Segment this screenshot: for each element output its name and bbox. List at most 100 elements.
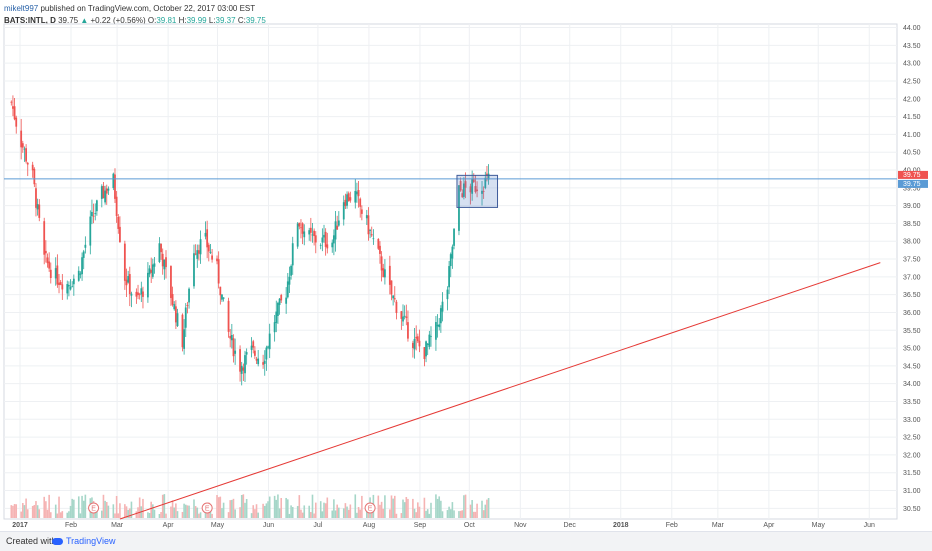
volume-bar: [242, 494, 245, 518]
candle-body: [415, 336, 418, 339]
volume-bar: [298, 495, 301, 518]
volume-bar: [278, 508, 281, 518]
candle-body: [193, 253, 195, 287]
volume-bar: [35, 501, 37, 518]
candle-body: [198, 250, 200, 254]
volume-bar: [20, 511, 22, 518]
y-tick-label: 43.50: [903, 43, 921, 50]
x-tick-label: 2018: [613, 522, 629, 529]
candle-body: [250, 345, 253, 350]
x-tick-label: 2017: [12, 522, 28, 529]
y-tick-label: 33.50: [903, 399, 921, 406]
candle-body: [255, 358, 258, 361]
last-price-tag: [898, 170, 928, 179]
candle-body: [308, 230, 311, 235]
volume-bar: [148, 512, 151, 518]
candle-body: [484, 177, 487, 188]
price-axis[interactable]: 44.00 43.50 43.00 42.50 42.00 41.50 41.00 40.50…: [898, 25, 928, 513]
volume-bar: [128, 508, 131, 518]
candlestick-series: [10, 95, 490, 386]
y-tick-label: 39.50: [903, 185, 921, 192]
volume-bar: [138, 497, 141, 518]
candle-body: [137, 292, 139, 295]
y-tick-label: 32.50: [903, 435, 921, 442]
volume-bar: [58, 496, 60, 518]
candle-body: [288, 276, 291, 285]
candle-body: [324, 231, 327, 247]
candle-body: [458, 185, 460, 231]
volume-bar: [84, 494, 87, 518]
volume-bar: [370, 508, 373, 518]
volume-bar: [463, 495, 465, 518]
volume-bar: [114, 513, 116, 518]
y-tick-label: 38.50: [903, 221, 921, 228]
volume-bar: [458, 511, 460, 518]
volume-bar: [356, 512, 358, 518]
volume-bar: [303, 505, 306, 518]
volume-bar: [436, 498, 439, 518]
candle-body: [183, 329, 186, 349]
y-tick-label: 37.50: [903, 257, 921, 264]
candle-body: [10, 101, 13, 103]
y-tick-label: 39.00: [903, 203, 921, 210]
volume-bar: [390, 495, 393, 518]
volume-bar: [268, 496, 271, 518]
candle-body: [227, 300, 230, 332]
volume-bar: [407, 498, 409, 518]
volume-bar: [183, 503, 185, 518]
candle-body: [359, 198, 362, 207]
candle-body: [356, 191, 358, 195]
earnings-marker-label: E: [368, 506, 373, 513]
candle-body: [336, 225, 339, 230]
candle-body: [119, 226, 121, 243]
close-value: 39.75: [245, 16, 266, 25]
volume-bar: [23, 505, 26, 518]
volume-bar: [319, 501, 322, 518]
y-tick-label: 31.50: [903, 470, 921, 477]
volume-bar: [43, 496, 46, 518]
candle-body: [291, 243, 294, 266]
x-tick-label: Jul: [313, 522, 322, 529]
author-link[interactable]: mikelt997: [4, 4, 39, 13]
volume-bar: [222, 502, 225, 518]
candle-body: [369, 230, 371, 231]
candle-body: [273, 322, 276, 333]
candle-body: [425, 341, 427, 357]
y-tick-label: 44.00: [903, 25, 921, 32]
candle-body: [128, 274, 131, 295]
volume-bar: [413, 508, 416, 518]
candle-body: [127, 276, 130, 283]
volume-bar: [448, 506, 450, 518]
tradingview-link[interactable]: TradingView: [52, 536, 116, 546]
volume-bar: [438, 496, 441, 518]
candle-body: [334, 221, 337, 240]
volume-bar: [472, 511, 475, 518]
volume-bar: [469, 504, 472, 518]
earnings-marker-label: E: [91, 506, 96, 513]
candle-body: [239, 349, 241, 372]
candle-body: [107, 188, 110, 191]
volume-bar: [440, 500, 442, 518]
candle-body: [411, 342, 414, 348]
candle-body: [405, 316, 408, 318]
candle-body: [105, 188, 108, 194]
candle-body: [265, 347, 268, 360]
volume-bar: [124, 504, 126, 518]
candle-body: [296, 223, 299, 247]
x-tick-label: Aug: [363, 522, 376, 529]
volume-bar: [361, 495, 363, 518]
volume-bar: [48, 494, 50, 518]
candle-body: [135, 291, 138, 297]
candle-body: [377, 238, 380, 249]
candle-body: [114, 174, 116, 199]
volume-bar: [82, 500, 85, 518]
candle-body: [102, 185, 105, 199]
high-label: H:: [178, 16, 187, 25]
volume-bar: [459, 510, 462, 518]
candle-body: [461, 193, 464, 198]
x-tick-label: Jun: [864, 522, 875, 529]
created-with-label: Created with: [6, 536, 57, 546]
candle-body: [21, 143, 24, 148]
time-axis[interactable]: 2017 Feb Mar Apr May Jun Jul Aug Sep Oct Nov Dec 201…: [12, 522, 875, 529]
